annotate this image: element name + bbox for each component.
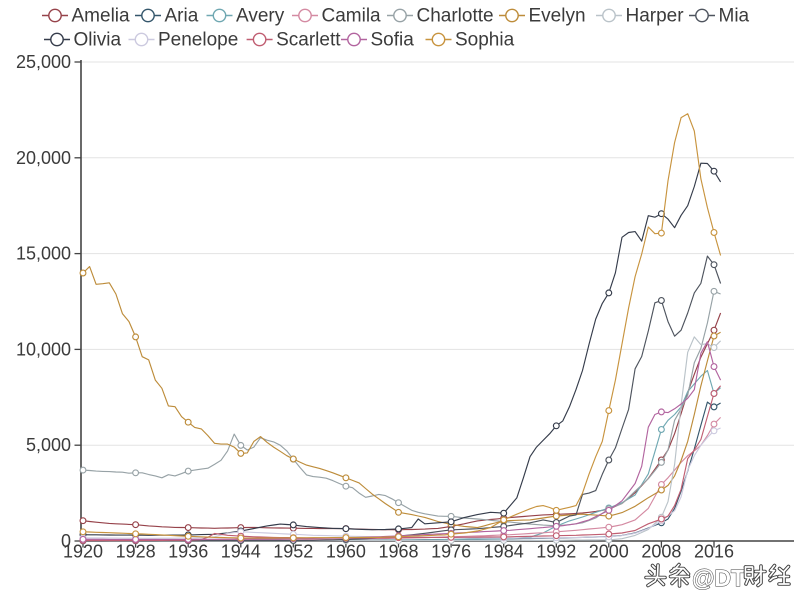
svg-text:Penelope: Penelope <box>158 30 238 51</box>
svg-text:2008: 2008 <box>641 542 681 562</box>
svg-text:1984: 1984 <box>484 542 524 562</box>
svg-text:1976: 1976 <box>431 542 471 562</box>
svg-text:10,000: 10,000 <box>16 339 71 359</box>
svg-text:Charlotte: Charlotte <box>417 6 494 27</box>
svg-text:Harper: Harper <box>626 6 685 27</box>
svg-text:1920: 1920 <box>63 542 103 562</box>
svg-text:20,000: 20,000 <box>16 148 71 168</box>
svg-text:Mia: Mia <box>719 6 750 27</box>
svg-text:Sofia: Sofia <box>371 30 415 51</box>
svg-text:1952: 1952 <box>273 542 313 562</box>
svg-text:2016: 2016 <box>694 542 734 562</box>
svg-text:1968: 1968 <box>378 542 418 562</box>
svg-text:15,000: 15,000 <box>16 244 71 264</box>
svg-text:Sophia: Sophia <box>455 30 515 51</box>
svg-text:1936: 1936 <box>168 542 208 562</box>
svg-text:Evelyn: Evelyn <box>529 6 586 27</box>
svg-text:1960: 1960 <box>326 542 366 562</box>
svg-text:Scarlett: Scarlett <box>276 30 341 51</box>
svg-text:Amelia: Amelia <box>72 6 131 27</box>
svg-text:Olivia: Olivia <box>74 30 122 51</box>
svg-text:Camila: Camila <box>322 6 382 27</box>
svg-text:@DT: @DT <box>692 565 745 591</box>
svg-text:1944: 1944 <box>221 542 261 562</box>
svg-text:1928: 1928 <box>116 542 156 562</box>
svg-text:5,000: 5,000 <box>26 435 71 455</box>
svg-text:Aria: Aria <box>165 6 199 27</box>
svg-text:25,000: 25,000 <box>16 52 71 72</box>
svg-text:2000: 2000 <box>589 542 629 562</box>
svg-text:Avery: Avery <box>236 6 285 27</box>
svg-text:0: 0 <box>61 531 71 551</box>
svg-text:1992: 1992 <box>536 542 576 562</box>
